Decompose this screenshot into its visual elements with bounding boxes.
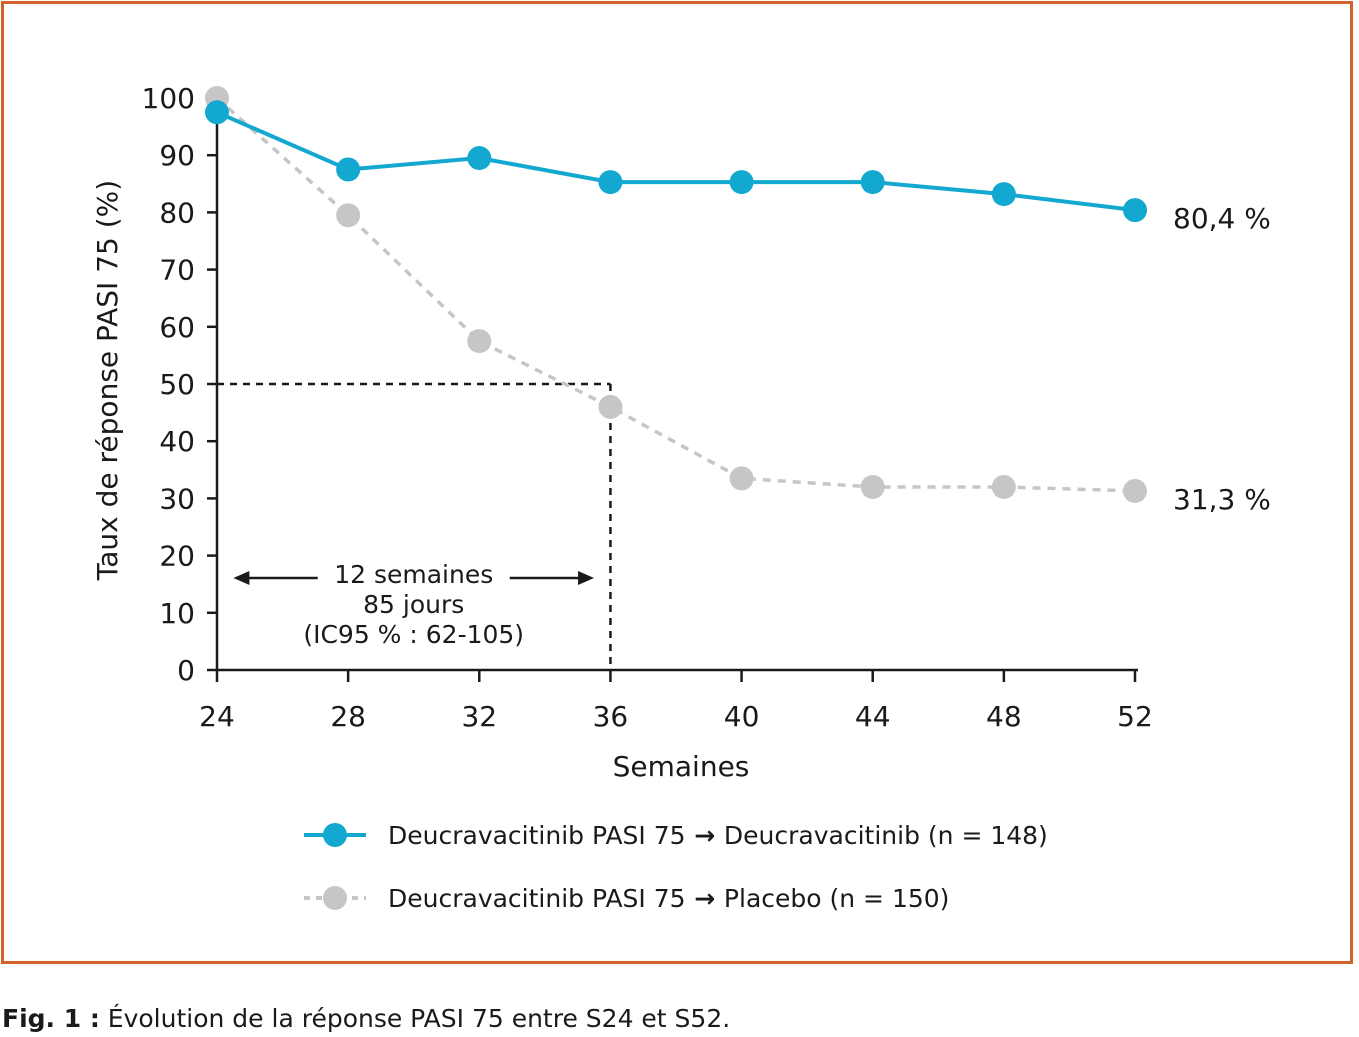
legend-marker-series-2: [323, 886, 347, 910]
y-tick-label: 20: [159, 540, 195, 573]
legend-marker-series-1: [323, 823, 347, 847]
data-point-series-2: [598, 394, 623, 419]
data-point-series-1: [729, 170, 754, 195]
series-line-2: [215, 96, 1136, 493]
end-value-label: 80,4 %: [1173, 202, 1271, 235]
data-point-series-2: [1123, 478, 1147, 503]
caption-text: Évolution de la réponse PASI 75 entre S2…: [99, 1004, 731, 1033]
y-tick-label: 70: [159, 254, 195, 287]
data-point-series-1: [860, 170, 885, 195]
legend-label-series-2: Deucravacitinib PASI 75 → Placebo (n = 1…: [388, 884, 949, 913]
arrow-left-icon: [233, 571, 250, 585]
data-point-series-2: [991, 474, 1016, 499]
legend-label-prefix: Deucravacitinib PASI 75: [388, 821, 686, 850]
y-tick-label: 30: [159, 482, 195, 515]
data-point-series-1: [467, 146, 492, 171]
chart-legend: Deucravacitinib PASI 75 → Deucravacitini…: [304, 821, 1048, 913]
caption-label: Fig. 1 :: [2, 1004, 100, 1033]
x-tick-label: 32: [461, 700, 497, 733]
y-tick-label: 0: [177, 654, 195, 687]
data-point-series-1: [336, 157, 361, 182]
y-tick-label: 10: [159, 597, 195, 630]
y-axis-label: Taux de réponse PASI 75 (%): [91, 180, 124, 581]
series-line-1: [216, 110, 1136, 213]
legend-label-suffix: Placebo (n = 150): [724, 884, 950, 913]
data-point-series-2: [860, 474, 885, 499]
end-value-label: 31,3 %: [1173, 483, 1271, 516]
x-tick-label: 48: [986, 700, 1022, 733]
x-tick-label: 52: [1117, 700, 1153, 733]
y-tick-label: 100: [142, 82, 195, 115]
y-tick-label: 90: [159, 139, 195, 172]
figure-caption: Fig. 1 : Évolution de la réponse PASI 75…: [2, 1004, 730, 1033]
data-point-series-1: [991, 182, 1016, 207]
x-tick-label: 36: [593, 700, 629, 733]
chart-axes: 0 10 20 30 40 50 60 70 80 90 100 24 28 32 36 40 44 48 52 Se…: [91, 82, 1153, 783]
median-reference-lines: [217, 382, 612, 670]
data-point-series-2: [729, 466, 754, 491]
data-point-series-2: [467, 329, 492, 354]
data-point-series-1: [205, 100, 229, 125]
x-axis-label: Semaines: [613, 750, 750, 783]
legend-label-series-1: Deucravacitinib PASI 75 → Deucravacitini…: [388, 821, 1048, 850]
arrow-right-icon: →: [686, 884, 724, 913]
data-point-series-1: [598, 170, 623, 195]
data-point-series-2: [336, 203, 361, 228]
y-tick-label: 60: [159, 311, 195, 344]
x-tick-label: 44: [855, 700, 891, 733]
arrow-right-icon: →: [686, 821, 724, 850]
legend-label-prefix: Deucravacitinib PASI 75: [388, 884, 686, 913]
arrow-right-icon: [578, 571, 595, 585]
x-tick-label: 40: [724, 700, 760, 733]
figure-frame: [1, 1, 1353, 964]
y-tick-label: 40: [159, 425, 195, 458]
data-point-series-1: [1123, 198, 1147, 223]
chart-series: 31,3 % 80,4 %: [205, 86, 1271, 516]
x-tick-label: 28: [330, 700, 366, 733]
annotation-line: (IC95 % : 62-105): [303, 620, 524, 649]
x-tick-label: 24: [199, 700, 235, 733]
annotation-line: 85 jours: [363, 590, 464, 619]
annotation-line: 12 semaines: [334, 560, 493, 589]
y-tick-label: 50: [159, 368, 195, 401]
legend-label-suffix: Deucravacitinib (n = 148): [724, 821, 1048, 850]
y-tick-label: 80: [159, 196, 195, 229]
line-chart: 0 10 20 30 40 50 60 70 80 90 100 24 28 32 36 40 44 48 52 Se…: [91, 82, 1271, 913]
